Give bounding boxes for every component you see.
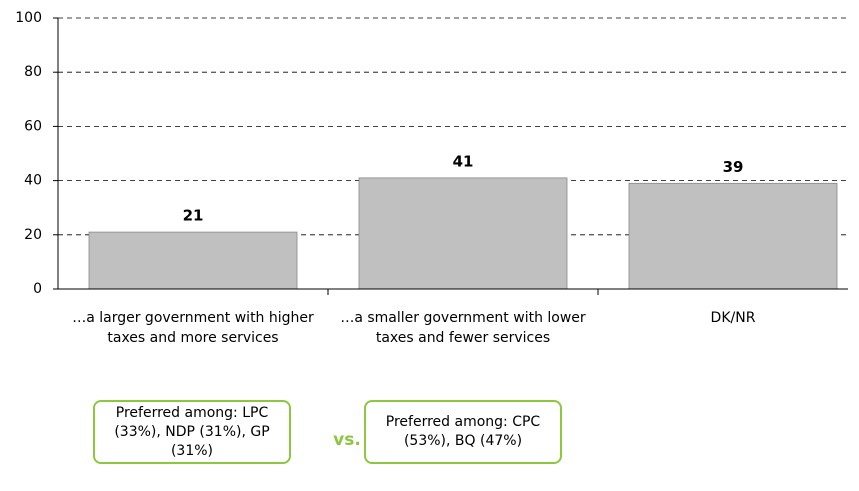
annotation-box: Preferred among: CPC (53%), BQ (47%) — [364, 400, 562, 464]
bar — [88, 231, 298, 290]
annotation-box: Preferred among: LPC (33%), NDP (31%), G… — [93, 400, 291, 464]
x-tick-label: DK/NR — [710, 310, 756, 326]
data-label: 21 — [183, 207, 204, 225]
data-label: 39 — [723, 158, 744, 176]
y-tick-label: 0 — [33, 281, 42, 297]
data-label: 41 — [453, 152, 474, 170]
y-tick-label: 100 — [15, 10, 42, 26]
y-tick-label: 20 — [24, 227, 42, 243]
y-tick-label: 60 — [24, 118, 42, 134]
annotation-vs: vs. — [333, 430, 361, 450]
bar — [358, 177, 568, 290]
x-tick-label: …a larger government with higher taxes a… — [72, 310, 314, 346]
y-tick-label: 80 — [24, 64, 42, 80]
y-tick-label: 40 — [24, 173, 42, 189]
bar — [628, 182, 838, 290]
x-tick-label: …a smaller government with lower taxes a… — [340, 310, 586, 346]
